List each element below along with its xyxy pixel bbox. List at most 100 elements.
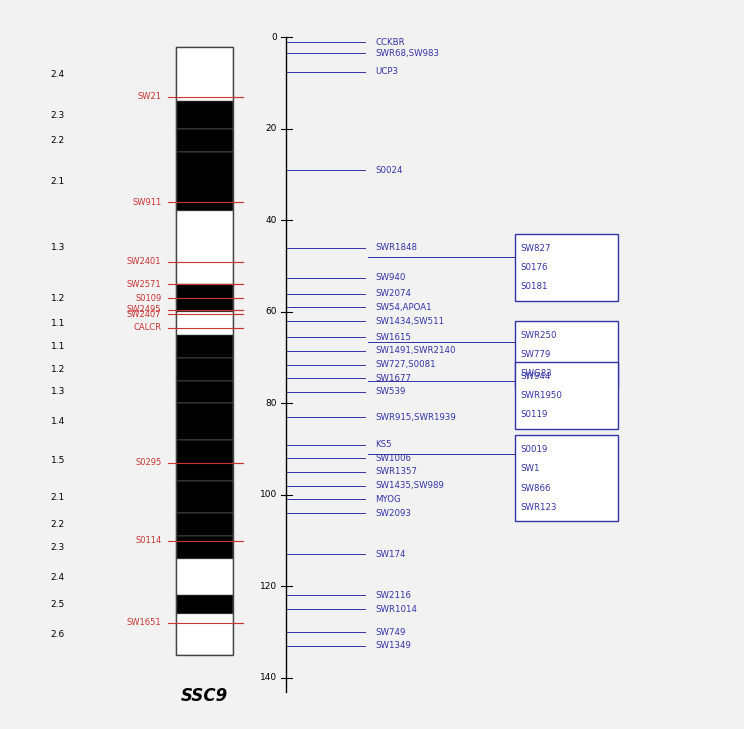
Text: SW866: SW866 (521, 483, 551, 493)
Bar (176, 596, 233, 614)
Bar (176, 211, 233, 284)
Bar (515, 362, 618, 429)
Text: MYOG: MYOG (376, 495, 401, 504)
Text: SW911: SW911 (132, 198, 161, 206)
Text: 1.2: 1.2 (51, 364, 65, 373)
Text: 2.1: 2.1 (51, 177, 65, 186)
Text: SWR68,SW983: SWR68,SW983 (376, 49, 440, 58)
Bar (176, 312, 233, 335)
Text: S0176: S0176 (521, 263, 548, 272)
Text: S0295: S0295 (135, 459, 161, 467)
Text: SW827: SW827 (521, 243, 551, 253)
Text: SWR250: SWR250 (521, 331, 557, 340)
Text: 1.4: 1.4 (51, 417, 65, 426)
Bar (176, 536, 233, 559)
Text: 80: 80 (266, 399, 277, 408)
Bar (176, 403, 233, 440)
Bar (176, 440, 233, 481)
Text: 2.4: 2.4 (51, 573, 65, 582)
Text: 2.5: 2.5 (51, 600, 65, 609)
Text: SW1615: SW1615 (376, 332, 411, 342)
Text: SW2495: SW2495 (126, 305, 161, 314)
Text: 120: 120 (260, 582, 277, 590)
Text: S0114: S0114 (135, 536, 161, 545)
Text: 2.1: 2.1 (51, 493, 65, 502)
Text: SW1434,SW511: SW1434,SW511 (376, 316, 445, 326)
Text: 2.3: 2.3 (51, 543, 65, 552)
Text: 20: 20 (266, 125, 277, 133)
Text: S0181: S0181 (521, 282, 548, 292)
Text: SW2116: SW2116 (376, 591, 411, 600)
Bar (176, 358, 233, 381)
Text: SWR915,SWR1939: SWR915,SWR1939 (376, 413, 456, 421)
Text: SW54,APOA1: SW54,APOA1 (376, 303, 432, 312)
Bar (515, 234, 618, 301)
Text: CALCR: CALCR (133, 324, 161, 332)
Text: 1.2: 1.2 (51, 294, 65, 303)
Bar (176, 101, 233, 129)
Text: SW1435,SW989: SW1435,SW989 (376, 481, 444, 490)
Text: 1.1: 1.1 (51, 342, 65, 351)
Text: S0119: S0119 (521, 410, 548, 419)
Text: SW2407: SW2407 (126, 310, 161, 319)
Text: SWR1848: SWR1848 (376, 243, 417, 252)
Text: 140: 140 (260, 674, 277, 682)
Text: 60: 60 (266, 308, 277, 316)
Text: 2.6: 2.6 (51, 630, 65, 639)
Text: SW2401: SW2401 (126, 257, 161, 266)
Text: SSC9: SSC9 (181, 687, 228, 705)
Text: 1.5: 1.5 (51, 456, 65, 465)
Text: SW944: SW944 (521, 372, 551, 381)
Bar (176, 47, 233, 655)
Bar (176, 129, 233, 152)
Text: SW749: SW749 (376, 628, 406, 636)
Text: S0109: S0109 (135, 294, 161, 303)
Text: SW2093: SW2093 (376, 509, 411, 518)
Text: 1.3: 1.3 (51, 387, 65, 397)
Text: SW174: SW174 (376, 550, 406, 559)
Text: 2.4: 2.4 (51, 69, 65, 79)
Text: 2.3: 2.3 (51, 111, 65, 120)
Bar (176, 559, 233, 596)
Text: SW2074: SW2074 (376, 289, 411, 298)
Text: SW539: SW539 (376, 387, 406, 397)
Text: SWR1014: SWR1014 (376, 605, 417, 614)
Text: SWR123: SWR123 (521, 503, 557, 512)
Bar (515, 321, 618, 388)
Text: SW940: SW940 (376, 273, 406, 282)
Text: 2.2: 2.2 (51, 520, 65, 529)
Bar (176, 335, 233, 358)
Text: 1.3: 1.3 (51, 243, 65, 252)
Text: 40: 40 (266, 216, 277, 225)
Text: CCKBR: CCKBR (376, 37, 405, 47)
Text: SWR1357: SWR1357 (376, 467, 417, 477)
Bar (176, 481, 233, 513)
Bar (176, 381, 233, 403)
Text: 1.1: 1.1 (51, 319, 65, 328)
Bar (176, 513, 233, 536)
Bar (176, 614, 233, 655)
Text: SWR1950: SWR1950 (521, 391, 562, 400)
Text: SW727,S0081: SW727,S0081 (376, 360, 436, 369)
Text: SWG83: SWG83 (521, 369, 552, 378)
Text: SW21: SW21 (138, 93, 161, 101)
Text: KS5: KS5 (376, 440, 392, 449)
Bar (176, 47, 233, 101)
Text: 100: 100 (260, 491, 277, 499)
Bar (176, 284, 233, 312)
Text: UCP3: UCP3 (376, 67, 399, 77)
Text: S0019: S0019 (521, 445, 548, 454)
Bar (515, 435, 618, 521)
Text: SW1006: SW1006 (376, 453, 411, 463)
Text: 2.2: 2.2 (51, 136, 65, 145)
Text: SW1491,SWR2140: SW1491,SWR2140 (376, 346, 456, 355)
Text: S0024: S0024 (376, 165, 403, 175)
Text: 0: 0 (272, 33, 277, 42)
Text: SW1: SW1 (521, 464, 540, 473)
Text: SW1651: SW1651 (126, 618, 161, 628)
Text: SW1349: SW1349 (376, 642, 411, 650)
Text: SW2571: SW2571 (126, 280, 161, 289)
Bar (176, 152, 233, 211)
Text: SW779: SW779 (521, 350, 551, 359)
Text: SW1677: SW1677 (376, 374, 411, 383)
